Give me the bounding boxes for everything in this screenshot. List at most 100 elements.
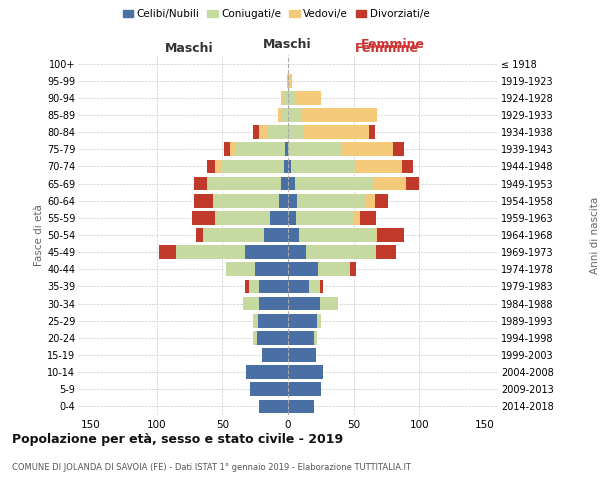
Bar bbox=[288, 74, 292, 88]
Bar bbox=[356, 160, 402, 173]
Bar bbox=[288, 400, 314, 413]
Text: Popolazione per età, sesso e stato civile - 2019: Popolazione per età, sesso e stato civil… bbox=[12, 432, 343, 446]
Y-axis label: Fasce di età: Fasce di età bbox=[34, 204, 44, 266]
Bar bbox=[309, 280, 320, 293]
Bar bbox=[279, 194, 288, 207]
Bar bbox=[376, 246, 395, 259]
Bar bbox=[402, 160, 413, 173]
Bar bbox=[206, 160, 215, 173]
Bar bbox=[192, 211, 215, 224]
Bar bbox=[299, 228, 374, 242]
Bar bbox=[307, 246, 376, 259]
Bar bbox=[406, 176, 419, 190]
Bar bbox=[215, 211, 269, 224]
Bar bbox=[288, 262, 318, 276]
Bar bbox=[304, 126, 370, 139]
Bar bbox=[296, 211, 353, 224]
Bar bbox=[253, 126, 259, 139]
Bar bbox=[288, 331, 314, 344]
Bar bbox=[213, 194, 279, 207]
Bar bbox=[206, 176, 281, 190]
Bar bbox=[288, 366, 323, 379]
Bar bbox=[286, 142, 288, 156]
Bar bbox=[281, 176, 288, 190]
Bar bbox=[215, 160, 223, 173]
Bar bbox=[176, 246, 245, 259]
Bar bbox=[288, 160, 290, 173]
Bar bbox=[373, 176, 406, 190]
Bar bbox=[224, 142, 230, 156]
Bar bbox=[258, 314, 288, 328]
Bar bbox=[255, 262, 288, 276]
Bar bbox=[318, 262, 350, 276]
Bar bbox=[341, 142, 393, 156]
Bar bbox=[297, 194, 365, 207]
Bar bbox=[287, 74, 288, 88]
Bar bbox=[246, 366, 288, 379]
Bar bbox=[365, 194, 374, 207]
Bar bbox=[374, 228, 377, 242]
Bar bbox=[284, 91, 288, 104]
Bar bbox=[295, 176, 373, 190]
Bar bbox=[230, 142, 235, 156]
Bar bbox=[288, 348, 316, 362]
Text: Femmine: Femmine bbox=[355, 42, 418, 55]
Bar bbox=[253, 331, 257, 344]
Bar bbox=[203, 228, 265, 242]
Bar bbox=[301, 108, 377, 122]
Bar bbox=[245, 246, 288, 259]
Y-axis label: Anni di nascita: Anni di nascita bbox=[590, 196, 600, 274]
Bar bbox=[288, 126, 304, 139]
Bar bbox=[290, 160, 356, 173]
Bar bbox=[281, 91, 284, 104]
Bar bbox=[350, 262, 356, 276]
Text: COMUNE DI JOLANDA DI SAVOIA (FE) - Dati ISTAT 1° gennaio 2019 - Elaborazione TUT: COMUNE DI JOLANDA DI SAVOIA (FE) - Dati … bbox=[12, 462, 411, 471]
Bar bbox=[288, 382, 321, 396]
Bar bbox=[320, 280, 323, 293]
Bar bbox=[268, 126, 288, 139]
Bar bbox=[374, 194, 388, 207]
Bar bbox=[193, 194, 213, 207]
Bar bbox=[259, 126, 268, 139]
Bar bbox=[393, 142, 404, 156]
Bar bbox=[360, 211, 376, 224]
Bar bbox=[288, 176, 295, 190]
Bar bbox=[288, 211, 296, 224]
Bar bbox=[223, 160, 284, 173]
Bar bbox=[288, 142, 341, 156]
Bar bbox=[253, 314, 258, 328]
Bar bbox=[262, 348, 288, 362]
Bar bbox=[259, 400, 288, 413]
Bar bbox=[257, 331, 288, 344]
Bar bbox=[288, 314, 317, 328]
Bar bbox=[277, 108, 281, 122]
Bar bbox=[288, 280, 309, 293]
Bar bbox=[288, 194, 297, 207]
Bar bbox=[353, 211, 360, 224]
Text: Maschi: Maschi bbox=[263, 38, 311, 52]
Bar bbox=[244, 296, 259, 310]
Bar bbox=[281, 108, 288, 122]
Text: Maschi: Maschi bbox=[165, 42, 214, 55]
Bar bbox=[317, 314, 321, 328]
Bar bbox=[248, 280, 259, 293]
Bar bbox=[265, 228, 288, 242]
Bar bbox=[160, 246, 176, 259]
Bar bbox=[288, 108, 301, 122]
Bar bbox=[314, 331, 317, 344]
Bar bbox=[377, 228, 404, 242]
Bar bbox=[245, 280, 248, 293]
Bar bbox=[320, 296, 338, 310]
Bar bbox=[288, 246, 307, 259]
Text: Femmine: Femmine bbox=[361, 38, 425, 52]
Bar bbox=[235, 142, 286, 156]
Bar bbox=[288, 296, 320, 310]
Bar bbox=[269, 211, 288, 224]
Bar bbox=[250, 382, 288, 396]
Bar bbox=[284, 160, 288, 173]
Bar bbox=[288, 91, 295, 104]
Bar bbox=[226, 262, 255, 276]
Bar bbox=[295, 91, 321, 104]
Bar bbox=[193, 176, 206, 190]
Bar bbox=[370, 126, 374, 139]
